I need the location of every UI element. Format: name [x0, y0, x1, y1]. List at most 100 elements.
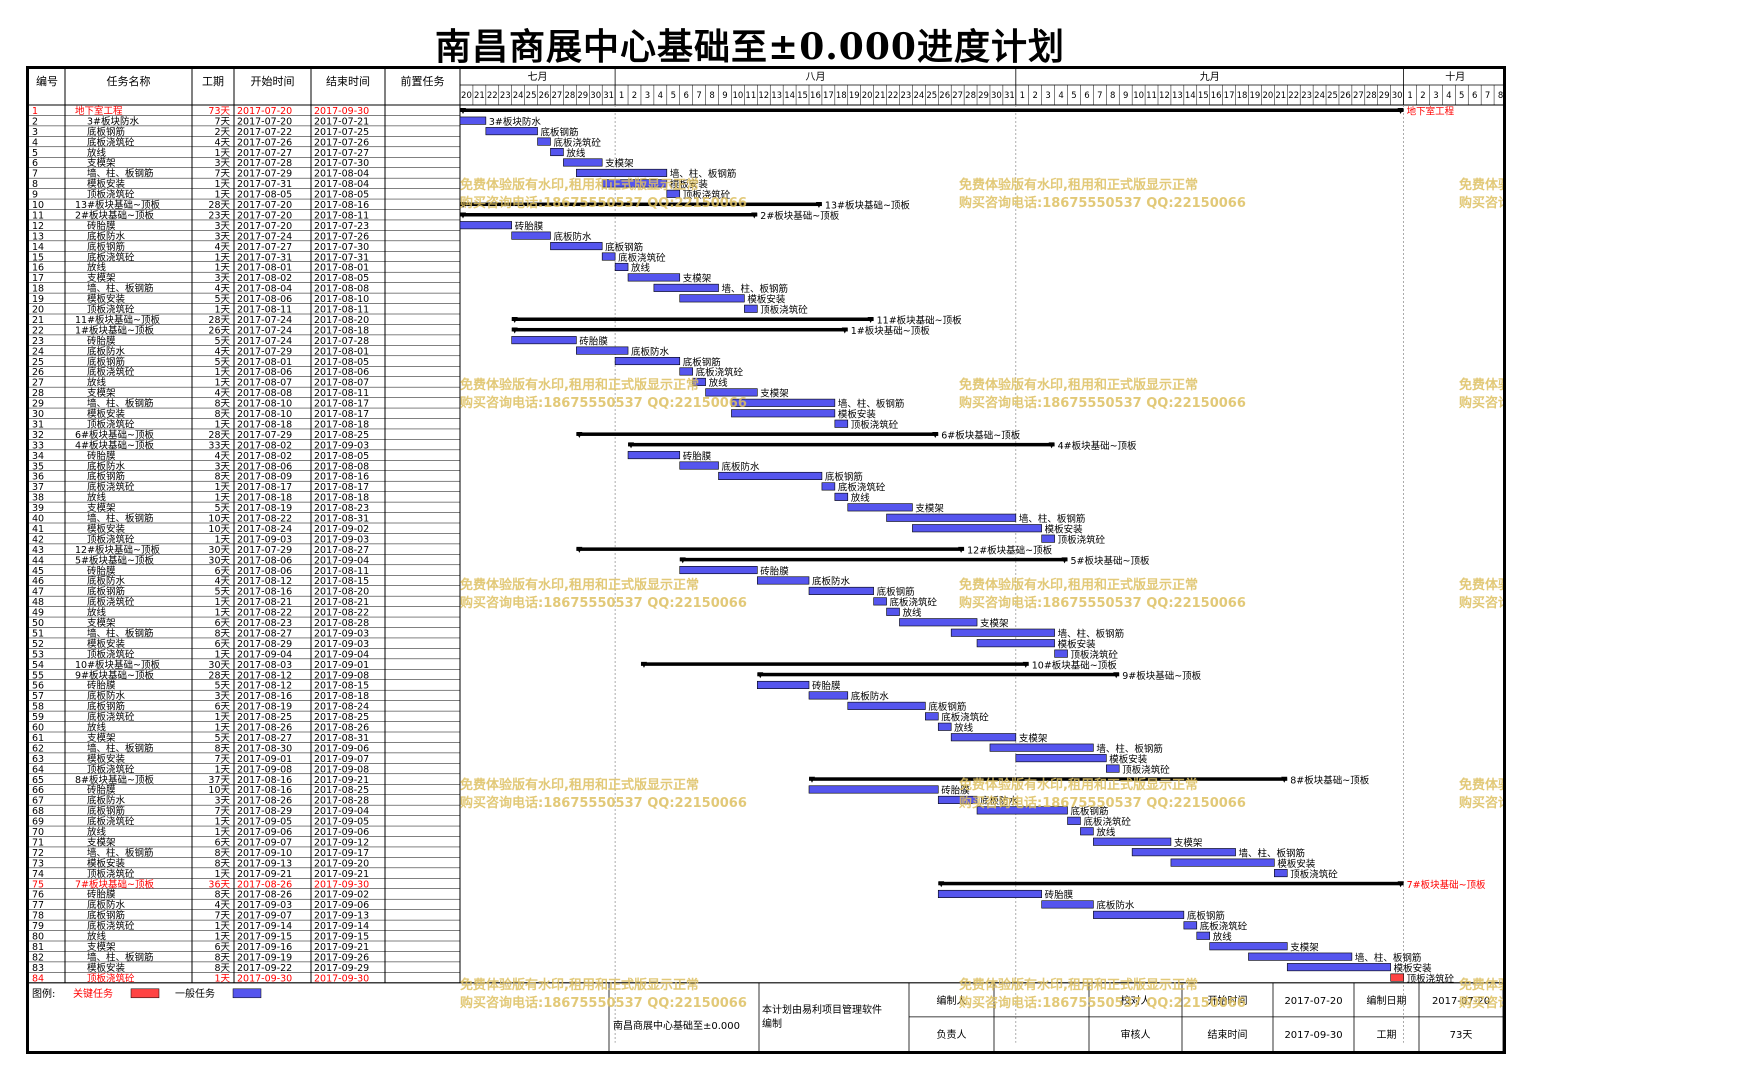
task-end: 2017-09-30: [314, 973, 369, 984]
task-bar: [731, 398, 836, 407]
task-end: 2017-09-30: [314, 106, 369, 117]
bar-label: 顶板浇筑砼: [1058, 534, 1106, 546]
task-duration: 3天: [214, 461, 230, 472]
task-start: 2017-07-24: [237, 315, 292, 326]
day-label: 5: [1071, 91, 1076, 101]
day-label: 4: [658, 91, 663, 101]
bar-label: 支模架: [980, 618, 1009, 630]
task-id: 55: [32, 670, 44, 681]
task-name: 底板浇筑砼: [87, 136, 135, 148]
task-id: 49: [32, 608, 44, 619]
bar-label: 底板防水: [1096, 900, 1135, 912]
task-duration: 3天: [214, 221, 230, 232]
task-start: 2017-08-25: [237, 712, 292, 723]
task-name: 底板防水: [87, 575, 126, 587]
day-label: 11: [745, 91, 756, 101]
bar-label: 底板浇筑砼: [890, 597, 938, 609]
day-label: 4: [1058, 91, 1063, 101]
task-end: 2017-09-04: [314, 649, 369, 660]
task-duration: 3天: [214, 796, 230, 807]
task-end: 2017-08-10: [314, 294, 369, 305]
task-duration: 1天: [214, 921, 230, 932]
task-end: 2017-08-15: [314, 681, 369, 692]
bar-label: 顶板浇筑砼: [760, 304, 808, 316]
task-end: 2017-08-18: [314, 691, 369, 702]
day-label: 7: [696, 91, 701, 101]
task-id: 15: [32, 252, 44, 263]
bar-label: 墙、柱、板钢筋: [670, 168, 737, 180]
task-id: 2: [32, 116, 38, 127]
task-duration: 7天: [214, 806, 230, 817]
task-id: 61: [32, 733, 44, 744]
task-name: 底板钢筋: [87, 910, 125, 922]
task-start: 2017-09-16: [237, 942, 292, 953]
footer-start-value: 2017-07-20: [1284, 996, 1342, 1007]
day-label: 17: [823, 91, 834, 101]
task-start: 2017-08-16: [237, 587, 292, 598]
task-end: 2017-09-07: [314, 754, 369, 765]
task-duration: 10天: [208, 524, 230, 535]
day-label: 3: [645, 91, 650, 101]
task-duration: 4天: [214, 388, 230, 399]
bar-label: 放线: [1213, 931, 1233, 943]
task-id: 7: [32, 169, 38, 180]
day-label: 24: [913, 91, 924, 101]
task-bar: [627, 273, 681, 282]
task-name: 2#板块基础~顶板: [75, 209, 154, 221]
footer-reviewer-label: 审核人: [1121, 1028, 1151, 1041]
day-label: 27: [552, 91, 563, 101]
task-id: 34: [32, 451, 44, 462]
task-name: 底板浇筑砼: [87, 481, 135, 493]
task-end: 2017-09-02: [314, 524, 369, 535]
task-start: 2017-08-08: [237, 388, 292, 399]
task-id: 62: [32, 743, 44, 754]
task-bar: [847, 701, 926, 710]
day-label: 23: [901, 91, 912, 101]
task-end: 2017-09-15: [314, 932, 369, 943]
task-bar: [1041, 534, 1055, 543]
month-label: 九月: [1200, 71, 1220, 83]
task-name: 模板安装: [87, 857, 126, 869]
task-start: 2017-08-10: [237, 399, 292, 410]
task-id: 5: [32, 148, 38, 159]
task-name: 模板安装: [87, 962, 126, 974]
day-label: 22: [888, 91, 899, 101]
task-duration: 3天: [214, 691, 230, 702]
bar-label: 顶板浇筑砼: [851, 419, 899, 431]
task-id: 69: [32, 817, 44, 828]
watermark-line: 购买咨询电话:18675550537 QQ:22150066: [460, 195, 747, 211]
bar-label: 模板安装: [1394, 962, 1433, 974]
task-start: 2017-08-07: [237, 378, 292, 389]
summary-bar: [640, 662, 1029, 666]
task-id: 3: [32, 127, 38, 138]
task-end: 2017-09-01: [314, 660, 369, 671]
task-duration: 8天: [214, 409, 230, 420]
task-end: 2017-08-20: [314, 315, 369, 326]
task-duration: 6天: [214, 942, 230, 953]
task-end: 2017-08-28: [314, 618, 369, 629]
task-bar: [756, 576, 810, 585]
task-id: 80: [32, 932, 44, 943]
summary-bar-end-marker: [1061, 557, 1068, 564]
task-bar: [550, 242, 603, 251]
task-duration: 8天: [214, 858, 230, 869]
task-end: 2017-08-05: [314, 273, 369, 284]
footer-checker-label: 校对人: [1121, 994, 1151, 1007]
task-name: 底板浇筑砼: [87, 920, 135, 932]
bar-label: 放线: [954, 722, 974, 734]
task-duration: 8天: [214, 890, 230, 901]
summary-bar-start-marker: [576, 431, 583, 438]
task-bar: [899, 618, 978, 627]
task-duration: 28天: [208, 670, 230, 681]
day-label: 29: [978, 91, 989, 101]
task-end: 2017-08-08: [314, 461, 369, 472]
task-duration: 8天: [214, 472, 230, 483]
task-name: 支模架: [87, 941, 116, 953]
day-label: 2: [632, 91, 637, 101]
task-end: 2017-08-20: [314, 587, 369, 598]
bar-label: 顶板浇筑砼: [1071, 649, 1119, 661]
task-duration: 1天: [214, 419, 230, 430]
watermark-line: 免费体验版有水印,租用和正式版显示正常: [959, 577, 1198, 593]
task-bar: [576, 346, 629, 355]
